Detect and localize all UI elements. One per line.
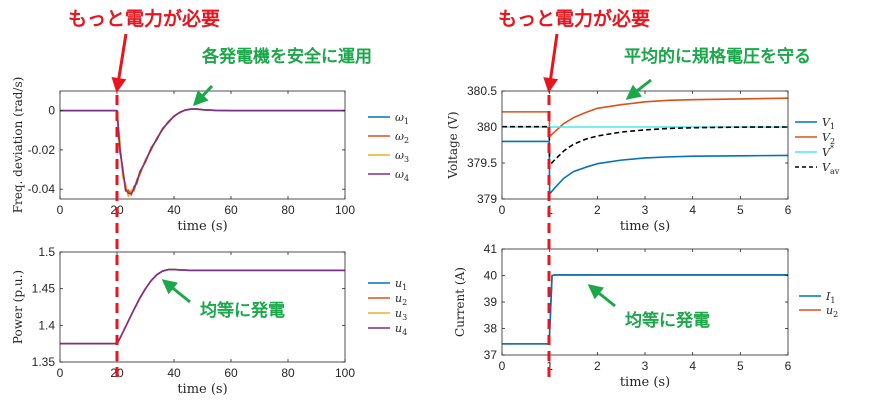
y-axis-label: Freq. deviation (rad/s) <box>11 77 25 214</box>
legend-label: V2 <box>822 131 835 146</box>
y-tick-label: 38 <box>484 322 498 336</box>
x-tick-label: 1 <box>546 359 553 373</box>
x-tick-label: 0 <box>57 203 64 217</box>
legend-label: u3 <box>395 307 407 322</box>
x-tick-label: 60 <box>224 203 238 217</box>
power-series-line <box>60 268 345 345</box>
y-axis-label: Current (A) <box>453 267 467 337</box>
x-tick-label: 40 <box>167 203 181 217</box>
y-tick-label: -0.04 <box>28 182 56 196</box>
y-tick-label: 1.4 <box>38 318 55 332</box>
axes-box <box>59 251 346 363</box>
y-tick-label: 1.5 <box>38 245 55 259</box>
right-demand-arrow <box>543 33 559 93</box>
right-demand-callout: もっと電力が必要 <box>498 7 650 30</box>
freq-note-callout: 各発電機を安全に運用 <box>201 46 372 67</box>
y-axis-label: Voltage (V) <box>446 111 460 179</box>
y-tick-label: -0.02 <box>28 143 56 157</box>
x-tick-label: 2 <box>594 203 601 217</box>
y-axis-label: Power (p.u.) <box>11 270 25 344</box>
legend-label: Vav <box>822 161 840 176</box>
power-note-arrow <box>161 279 191 304</box>
freq-series-line <box>60 108 345 195</box>
x-axis-label: time (s) <box>620 375 670 390</box>
y-tick-label: 1.45 <box>32 282 56 296</box>
y-tick-label: 379 <box>477 192 497 206</box>
y-tick-label: 41 <box>484 242 498 256</box>
x-tick-label: 2 <box>594 359 601 373</box>
x-tick-label: 3 <box>642 359 649 373</box>
y-tick-label: 380.5 <box>467 84 497 98</box>
voltage-note-arrow <box>625 78 652 100</box>
freq-note-arrow <box>192 84 214 107</box>
x-tick-label: 0 <box>57 366 64 380</box>
legend-label: ω4 <box>395 168 409 183</box>
left-demand-callout: もっと電力が必要 <box>68 7 220 30</box>
legend-label: u4 <box>395 322 407 337</box>
x-tick-label: 80 <box>281 366 295 380</box>
current-note-callout: 均等に発電 <box>625 310 710 331</box>
current-note-arrow <box>587 284 616 308</box>
left-demand-arrow <box>111 33 128 93</box>
x-tick-label: 5 <box>737 203 744 217</box>
plot-area <box>60 91 345 199</box>
power-note-callout: 均等に発電 <box>200 300 285 321</box>
y-tick-label: 0 <box>48 104 55 118</box>
voltage-note-callout: 平均的に規格電圧を守る <box>624 46 811 67</box>
x-tick-label: 5 <box>737 359 744 373</box>
y-tick-label: 40 <box>484 269 498 283</box>
x-tick-label: 6 <box>785 359 792 373</box>
legend-label: ω3 <box>395 149 409 164</box>
x-tick-label: 40 <box>167 366 181 380</box>
y-tick-label: 379.5 <box>467 156 497 170</box>
x-tick-label: 100 <box>335 203 355 217</box>
x-axis-label: time (s) <box>620 219 670 234</box>
legend-label: V1 <box>822 116 835 131</box>
x-tick-label: 0 <box>499 203 506 217</box>
x-axis-label: time (s) <box>177 382 227 397</box>
y-tick-label: 1.35 <box>32 355 56 369</box>
plot-area <box>502 249 788 355</box>
x-tick-label: 80 <box>281 203 295 217</box>
x-tick-label: 4 <box>689 203 696 217</box>
voltage-series-line <box>502 125 789 166</box>
legend-label: ω1 <box>395 111 409 126</box>
legend-label: u2 <box>826 304 838 319</box>
x-tick-label: 3 <box>642 203 649 217</box>
x-tick-label: 0 <box>499 359 506 373</box>
current-series-line <box>502 274 788 345</box>
x-axis-label: time (s) <box>177 219 227 234</box>
legend-label: ω2 <box>395 130 409 145</box>
y-tick-label: 37 <box>484 348 498 362</box>
legend-label: u1 <box>395 277 407 292</box>
x-tick-label: 60 <box>224 366 238 380</box>
x-tick-label: 4 <box>689 359 696 373</box>
legend-label: V* <box>822 144 834 159</box>
y-tick-label: 39 <box>484 295 498 309</box>
x-tick-label: 6 <box>785 203 792 217</box>
y-tick-label: 380 <box>477 120 497 134</box>
plot-area <box>502 91 788 199</box>
legend-label: I1 <box>825 290 835 305</box>
legend-label: u2 <box>395 292 407 307</box>
x-tick-label: 100 <box>335 366 355 380</box>
